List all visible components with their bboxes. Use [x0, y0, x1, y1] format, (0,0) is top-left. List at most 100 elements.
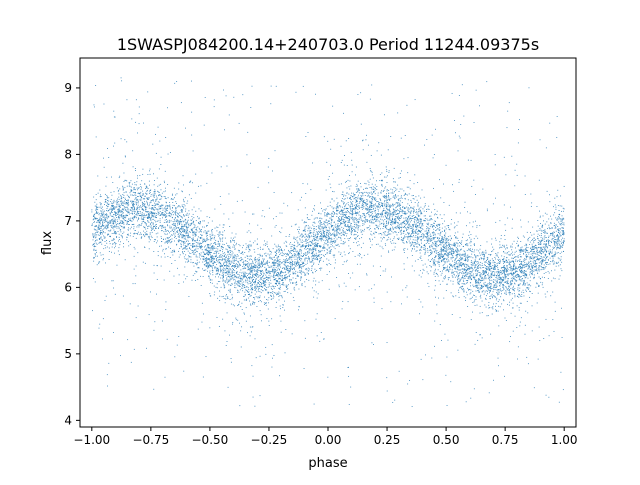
- data-point: [341, 223, 343, 225]
- data-point: [100, 219, 102, 220]
- data-point: [446, 283, 448, 285]
- data-point: [548, 218, 550, 220]
- data-point: [175, 217, 176, 219]
- data-point: [252, 303, 254, 305]
- data-point: [295, 282, 297, 284]
- data-point: [146, 202, 148, 203]
- data-point: [93, 196, 95, 198]
- data-point: [540, 258, 542, 260]
- data-point: [342, 216, 344, 218]
- data-point: [105, 201, 107, 203]
- data-point: [132, 203, 134, 205]
- data-point: [542, 267, 543, 268]
- data-point: [431, 259, 433, 261]
- data-point: [397, 204, 399, 206]
- data-point: [429, 218, 431, 220]
- data-point: [144, 215, 146, 217]
- data-point: [273, 267, 275, 269]
- data-point: [451, 219, 453, 220]
- data-point: [104, 236, 106, 238]
- data-point: [443, 258, 445, 259]
- data-point: [104, 218, 106, 220]
- data-point: [175, 220, 177, 222]
- data-point: [301, 239, 303, 241]
- data-point: [374, 210, 376, 212]
- data-point: [190, 219, 192, 221]
- data-point: [237, 265, 239, 267]
- data-point: [377, 206, 379, 207]
- data-point: [360, 192, 362, 193]
- data-point: [366, 187, 368, 189]
- data-point: [329, 249, 331, 251]
- data-point: [350, 185, 352, 187]
- data-point: [350, 151, 352, 153]
- data-point: [390, 233, 392, 235]
- data-point: [104, 245, 106, 246]
- data-point: [381, 205, 383, 207]
- data-point: [224, 260, 226, 262]
- data-point: [307, 236, 309, 238]
- data-point: [209, 244, 211, 246]
- data-point: [165, 238, 167, 240]
- data-point: [157, 210, 159, 212]
- data-point: [496, 284, 498, 286]
- data-point: [430, 215, 432, 217]
- data-point: [526, 266, 528, 267]
- data-point: [452, 266, 454, 268]
- data-point: [509, 336, 511, 337]
- data-point: [102, 216, 104, 218]
- data-point: [520, 265, 522, 267]
- data-point: [232, 259, 234, 261]
- data-point: [113, 238, 115, 240]
- data-point: [102, 254, 104, 256]
- data-point: [156, 203, 158, 205]
- data-point: [258, 265, 260, 267]
- data-point: [237, 276, 239, 278]
- data-point: [369, 196, 370, 198]
- data-point: [387, 203, 389, 205]
- data-point: [541, 263, 543, 265]
- data-point: [510, 254, 511, 256]
- data-point: [529, 244, 531, 245]
- data-point: [96, 206, 97, 208]
- data-point: [184, 258, 186, 260]
- data-point: [185, 238, 187, 240]
- data-point: [350, 206, 352, 207]
- data-point: [293, 286, 295, 288]
- data-point: [232, 244, 234, 246]
- data-point: [523, 282, 525, 284]
- data-point: [312, 251, 314, 253]
- data-point: [501, 273, 503, 275]
- data-point: [143, 213, 145, 215]
- data-point: [338, 217, 339, 218]
- data-point: [233, 96, 235, 98]
- data-point: [534, 266, 536, 267]
- data-point: [102, 220, 104, 222]
- data-point: [112, 225, 114, 227]
- data-point: [336, 232, 338, 234]
- data-point: [310, 189, 312, 191]
- data-point: [469, 249, 471, 251]
- data-point: [268, 276, 269, 278]
- data-point: [202, 261, 204, 263]
- data-point: [335, 240, 337, 242]
- data-point: [559, 231, 561, 233]
- data-point: [556, 247, 558, 249]
- data-point: [306, 253, 308, 255]
- data-point: [275, 245, 277, 247]
- data-point: [523, 295, 525, 297]
- data-point: [126, 239, 128, 241]
- data-point: [194, 273, 196, 275]
- data-point: [456, 251, 458, 253]
- data-point: [551, 232, 553, 234]
- data-point: [130, 200, 131, 202]
- data-point: [123, 243, 124, 245]
- data-point: [203, 231, 205, 233]
- data-point: [160, 214, 162, 216]
- data-point: [314, 244, 316, 246]
- data-point: [93, 214, 95, 216]
- data-point: [477, 267, 479, 269]
- data-point: [99, 241, 101, 243]
- data-point: [444, 253, 446, 254]
- data-point: [229, 268, 231, 270]
